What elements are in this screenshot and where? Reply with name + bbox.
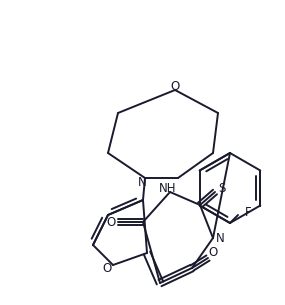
Text: F: F	[245, 206, 251, 220]
Text: S: S	[218, 181, 226, 195]
Text: NH: NH	[159, 181, 177, 195]
Text: N: N	[138, 175, 146, 188]
Text: O: O	[170, 81, 180, 94]
Text: O: O	[208, 246, 218, 260]
Text: O: O	[102, 261, 112, 274]
Text: N: N	[216, 231, 224, 245]
Text: O: O	[106, 216, 116, 228]
